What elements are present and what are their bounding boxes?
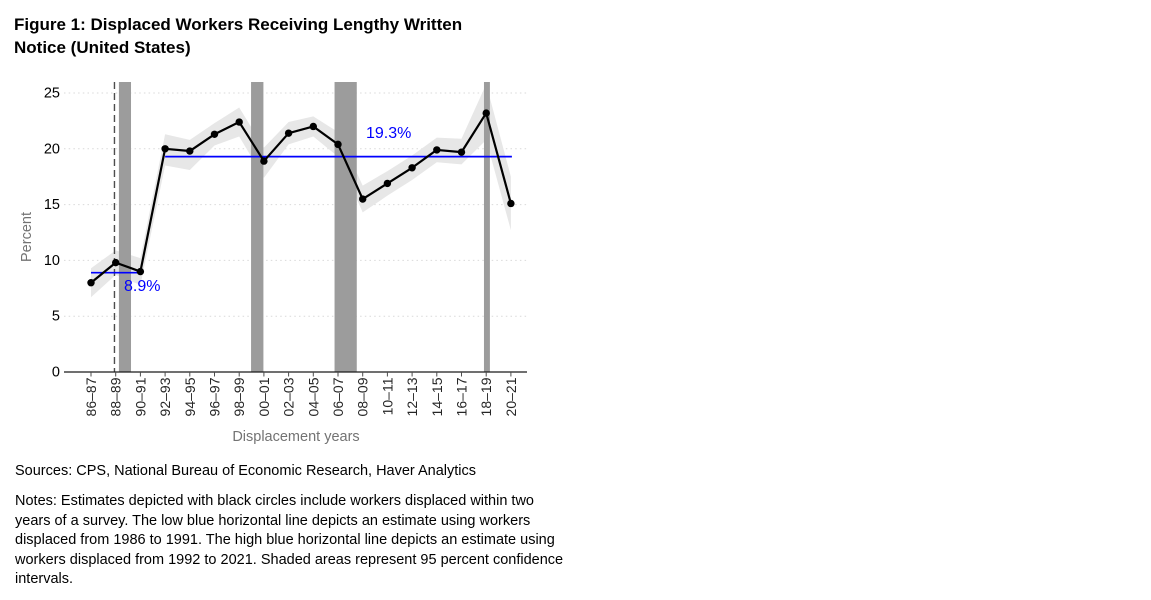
series-line (90, 111, 512, 284)
data-point (383, 179, 392, 188)
data-point (284, 129, 293, 137)
data-point (112, 258, 120, 267)
recession-bar (118, 82, 132, 372)
x-tick-label: 20–21 (503, 377, 519, 416)
data-point (136, 267, 145, 276)
x-tick-label: 92–93 (157, 377, 173, 416)
x-tick-label: 04–05 (305, 377, 321, 416)
data-point (260, 157, 268, 165)
x-tick-label: 08–09 (355, 377, 371, 416)
confidence-band (91, 84, 511, 298)
x-tick-label: 88–89 (108, 377, 124, 416)
y-tick-label: 25 (44, 86, 60, 102)
x-tick-label: 98–99 (231, 377, 247, 416)
data-point (507, 199, 515, 208)
x-tick-label: 00–01 (256, 377, 272, 416)
data-point (87, 279, 95, 287)
figure-title: Figure 1: Displaced Workers Receiving Le… (14, 13, 462, 59)
x-tick-label: 02–03 (281, 377, 297, 416)
chart: 86–87 88–89 90–91 92–93 94–95 96–97 98–99 00–01… (19, 82, 527, 445)
reference-line-label: 8.9% (124, 278, 160, 295)
x-tick-label: 90–91 (132, 377, 148, 416)
data-point (334, 140, 342, 149)
x-tick-label: 86–87 (83, 377, 99, 416)
figure-title-line1: Figure 1: Displaced Workers Receiving Le… (14, 15, 463, 34)
x-tick-label: 96–97 (207, 377, 223, 416)
y-tick-label: 5 (52, 309, 60, 325)
recession-bar (251, 82, 264, 372)
data-point (235, 118, 243, 126)
y-tick-label: 0 (52, 365, 60, 381)
x-tick-label: 18–19 (478, 377, 494, 416)
data-point (186, 147, 194, 155)
data-point (408, 164, 416, 172)
x-tick-label: 14–15 (429, 377, 445, 416)
x-tick-label: 16–17 (454, 377, 470, 416)
sources-text: Sources: CPS, National Bureau of Economi… (15, 463, 476, 479)
x-axis-title: Displacement years (232, 429, 359, 445)
x-tick-label: 06–07 (330, 377, 346, 416)
recession-bar (483, 82, 490, 372)
figure-title-line2: Notice (United States) (14, 38, 191, 57)
y-tick-label: 20 (44, 141, 60, 157)
x-tick-label: 12–13 (404, 377, 420, 416)
data-point (433, 146, 441, 154)
data-point (359, 195, 367, 203)
data-point (161, 145, 169, 153)
y-tick-label: 15 (44, 197, 60, 213)
notes-text: Notes: Estimates depicted with black cir… (15, 493, 564, 588)
x-tick-label: 94–95 (182, 377, 198, 416)
recession-bar (334, 82, 357, 372)
data-point (457, 148, 466, 156)
data-point (210, 130, 219, 138)
y-tick-label: 10 (44, 253, 60, 269)
x-tick-label: 10–11 (379, 377, 395, 415)
data-point (482, 109, 490, 117)
data-point (309, 122, 317, 131)
reference-line-label: 19.3% (366, 125, 411, 142)
y-axis-title: Percent (19, 212, 35, 262)
